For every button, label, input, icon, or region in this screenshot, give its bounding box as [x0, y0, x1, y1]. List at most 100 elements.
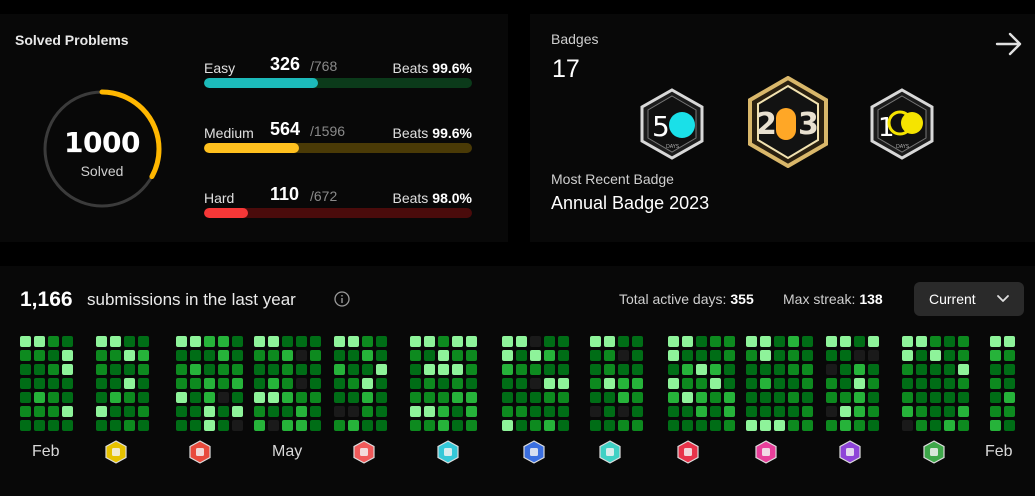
heatmap-day-cell[interactable] — [62, 336, 73, 347]
heatmap-day-cell[interactable] — [124, 336, 135, 347]
heatmap-day-cell[interactable] — [204, 364, 215, 375]
heatmap-day-cell[interactable] — [282, 364, 293, 375]
heatmap-day-cell[interactable] — [110, 364, 121, 375]
heatmap-day-cell[interactable] — [746, 378, 757, 389]
heatmap-day-cell[interactable] — [710, 378, 721, 389]
heatmap-day-cell[interactable] — [516, 350, 527, 361]
heatmap-day-cell[interactable] — [424, 392, 435, 403]
heatmap-day-cell[interactable] — [788, 378, 799, 389]
heatmap-day-cell[interactable] — [176, 378, 187, 389]
heatmap-day-cell[interactable] — [826, 378, 837, 389]
heatmap-day-cell[interactable] — [958, 392, 969, 403]
heatmap-day-cell[interactable] — [710, 336, 721, 347]
heatmap-day-cell[interactable] — [668, 406, 679, 417]
heatmap-day-cell[interactable] — [746, 364, 757, 375]
heatmap-day-cell[interactable] — [34, 406, 45, 417]
heatmap-day-cell[interactable] — [668, 350, 679, 361]
heatmap-day-cell[interactable] — [96, 420, 107, 431]
heatmap-day-cell[interactable] — [682, 392, 693, 403]
heatmap-day-cell[interactable] — [774, 378, 785, 389]
heatmap-day-cell[interactable] — [232, 420, 243, 431]
heatmap-day-cell[interactable] — [176, 350, 187, 361]
heatmap-day-cell[interactable] — [34, 420, 45, 431]
heatmap-day-cell[interactable] — [282, 350, 293, 361]
heatmap-day-cell[interactable] — [62, 406, 73, 417]
heatmap-day-cell[interactable] — [466, 392, 477, 403]
heatmap-day-cell[interactable] — [868, 336, 879, 347]
heatmap-day-cell[interactable] — [362, 336, 373, 347]
heatmap-day-cell[interactable] — [840, 378, 851, 389]
heatmap-day-cell[interactable] — [682, 406, 693, 417]
heatmap-day-cell[interactable] — [376, 420, 387, 431]
heatmap-day-cell[interactable] — [854, 420, 865, 431]
heatmap-day-cell[interactable] — [362, 420, 373, 431]
heatmap-day-cell[interactable] — [930, 336, 941, 347]
heatmap-day-cell[interactable] — [854, 378, 865, 389]
monthly-badge-icon[interactable] — [922, 440, 946, 464]
heatmap-day-cell[interactable] — [232, 350, 243, 361]
heatmap-day-cell[interactable] — [334, 364, 345, 375]
heatmap-day-cell[interactable] — [774, 392, 785, 403]
heatmap-day-cell[interactable] — [1004, 420, 1015, 431]
heatmap-day-cell[interactable] — [296, 378, 307, 389]
heatmap-day-cell[interactable] — [826, 420, 837, 431]
monthly-badge-icon[interactable] — [598, 440, 622, 464]
heatmap-day-cell[interactable] — [930, 378, 941, 389]
heatmap-day-cell[interactable] — [96, 350, 107, 361]
heatmap-day-cell[interactable] — [282, 378, 293, 389]
heatmap-day-cell[interactable] — [48, 350, 59, 361]
heatmap-day-cell[interactable] — [930, 406, 941, 417]
heatmap-day-cell[interactable] — [438, 378, 449, 389]
heatmap-day-cell[interactable] — [1004, 392, 1015, 403]
heatmap-day-cell[interactable] — [204, 336, 215, 347]
heatmap-day-cell[interactable] — [268, 350, 279, 361]
heatmap-day-cell[interactable] — [746, 392, 757, 403]
heatmap-day-cell[interactable] — [840, 392, 851, 403]
heatmap-day-cell[interactable] — [604, 336, 615, 347]
heatmap-day-cell[interactable] — [348, 364, 359, 375]
heatmap-day-cell[interactable] — [668, 364, 679, 375]
heatmap-day-cell[interactable] — [930, 420, 941, 431]
heatmap-day-cell[interactable] — [48, 420, 59, 431]
heatmap-day-cell[interactable] — [190, 336, 201, 347]
heatmap-day-cell[interactable] — [110, 406, 121, 417]
heatmap-day-cell[interactable] — [20, 350, 31, 361]
heatmap-day-cell[interactable] — [696, 420, 707, 431]
heatmap-day-cell[interactable] — [110, 336, 121, 347]
heatmap-day-cell[interactable] — [544, 406, 555, 417]
heatmap-day-cell[interactable] — [710, 406, 721, 417]
heatmap-day-cell[interactable] — [916, 336, 927, 347]
heatmap-day-cell[interactable] — [296, 364, 307, 375]
heatmap-day-cell[interactable] — [452, 350, 463, 361]
heatmap-day-cell[interactable] — [268, 392, 279, 403]
heatmap-day-cell[interactable] — [48, 364, 59, 375]
heatmap-day-cell[interactable] — [958, 406, 969, 417]
heatmap-day-cell[interactable] — [268, 336, 279, 347]
heatmap-day-cell[interactable] — [902, 336, 913, 347]
heatmap-day-cell[interactable] — [618, 350, 629, 361]
heatmap-day-cell[interactable] — [348, 336, 359, 347]
heatmap-day-cell[interactable] — [696, 378, 707, 389]
heatmap-day-cell[interactable] — [916, 420, 927, 431]
heatmap-day-cell[interactable] — [190, 378, 201, 389]
heatmap-day-cell[interactable] — [452, 336, 463, 347]
heatmap-day-cell[interactable] — [544, 378, 555, 389]
heatmap-day-cell[interactable] — [176, 364, 187, 375]
heatmap-day-cell[interactable] — [362, 378, 373, 389]
heatmap-day-cell[interactable] — [20, 406, 31, 417]
heatmap-day-cell[interactable] — [424, 420, 435, 431]
heatmap-day-cell[interactable] — [802, 392, 813, 403]
heatmap-day-cell[interactable] — [724, 378, 735, 389]
heatmap-day-cell[interactable] — [334, 350, 345, 361]
heatmap-day-cell[interactable] — [362, 392, 373, 403]
heatmap-day-cell[interactable] — [62, 420, 73, 431]
heatmap-day-cell[interactable] — [958, 420, 969, 431]
heatmap-day-cell[interactable] — [826, 336, 837, 347]
heatmap-day-cell[interactable] — [544, 420, 555, 431]
heatmap-day-cell[interactable] — [930, 392, 941, 403]
heatmap-day-cell[interactable] — [282, 336, 293, 347]
heatmap-day-cell[interactable] — [410, 336, 421, 347]
heatmap-day-cell[interactable] — [218, 406, 229, 417]
heatmap-day-cell[interactable] — [362, 350, 373, 361]
heatmap-day-cell[interactable] — [296, 392, 307, 403]
